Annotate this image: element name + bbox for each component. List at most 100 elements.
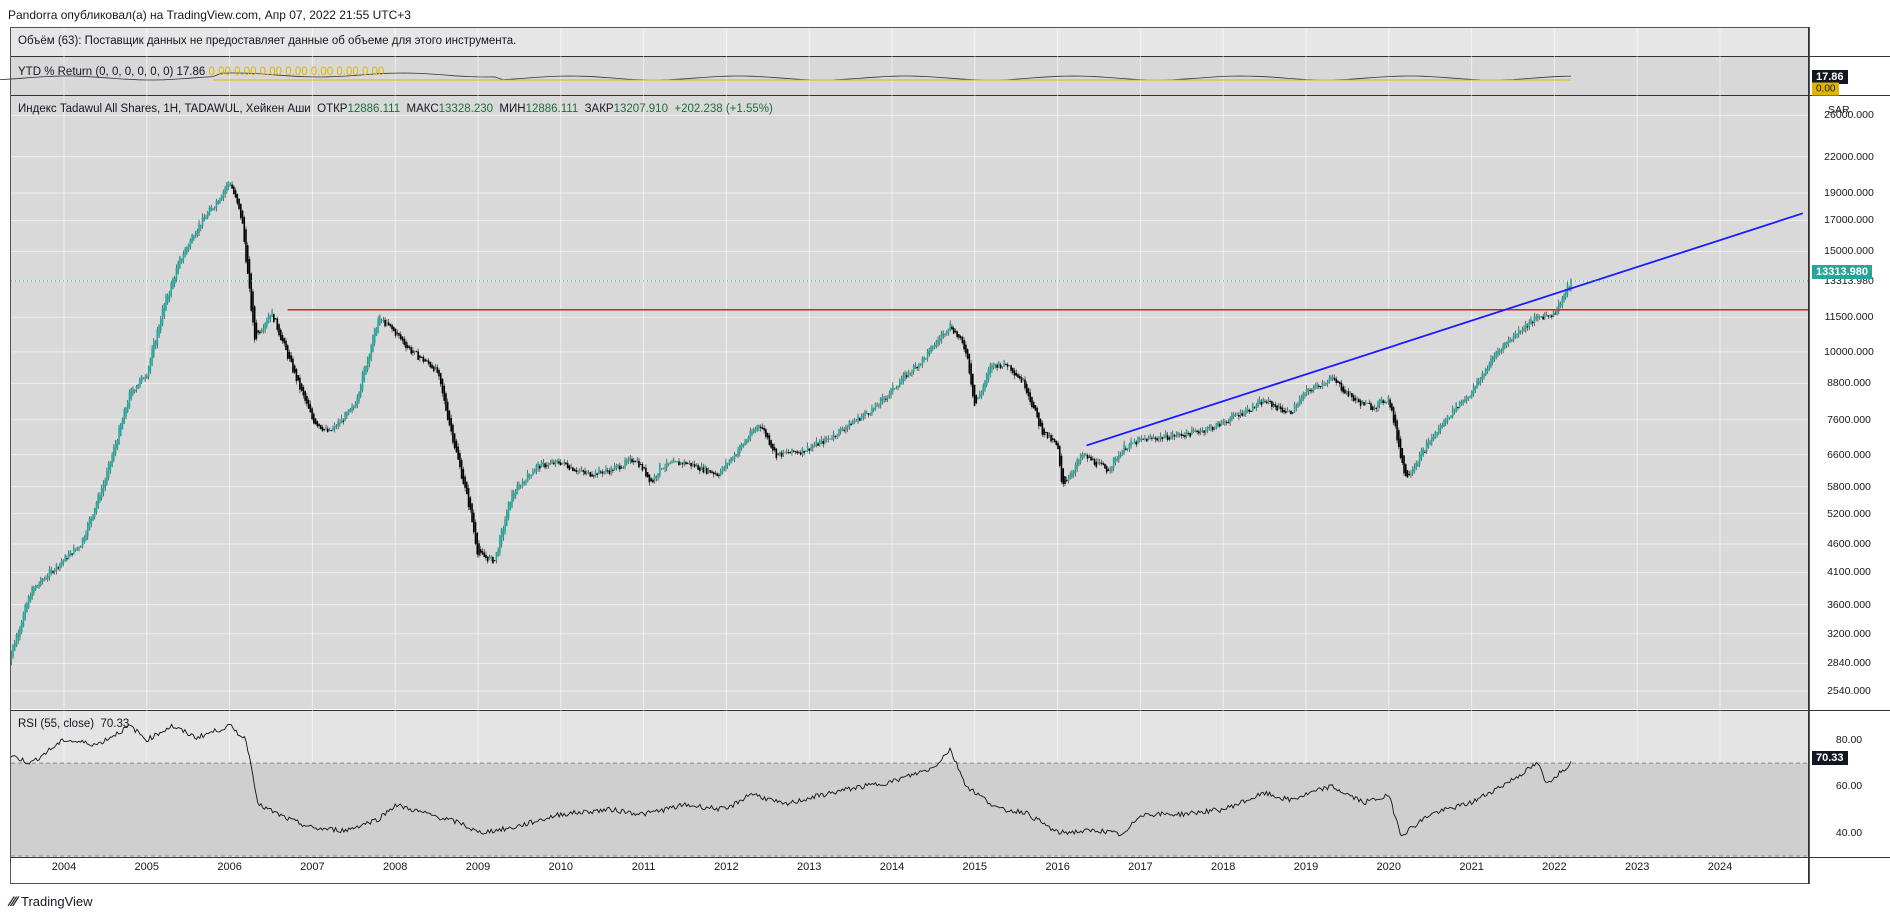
candle-body <box>1090 456 1092 461</box>
candle-body <box>1552 310 1555 317</box>
candle-body <box>386 321 388 324</box>
candle-body <box>1337 380 1339 383</box>
candle-body <box>758 425 760 428</box>
candle-body <box>1524 323 1527 330</box>
candle-body <box>507 502 510 518</box>
candle-body <box>1072 470 1075 475</box>
candle-body <box>893 388 896 390</box>
candle-body <box>1526 326 1529 328</box>
candle-body <box>1316 384 1318 387</box>
candle-body <box>146 375 148 378</box>
candle-body <box>732 458 734 460</box>
drawings[interactable] <box>11 212 1808 447</box>
candle-body <box>1067 478 1070 481</box>
candle-body <box>1415 462 1418 469</box>
candle-body <box>1083 454 1085 457</box>
price-axis[interactable]: 26000.000 22000.000 19000.000 17000.000 1500… <box>1808 0 1890 920</box>
candle-body <box>156 329 159 345</box>
candle-body <box>763 428 765 431</box>
candle-body <box>1079 454 1082 463</box>
candle-body <box>375 328 378 336</box>
candle-body <box>321 426 324 431</box>
candle-body <box>257 330 259 333</box>
candle-body <box>1359 400 1362 407</box>
candle-body <box>589 472 592 477</box>
candle-body <box>1196 430 1198 433</box>
candle-body <box>55 564 58 571</box>
candle-body <box>1486 368 1489 373</box>
candle-body <box>1246 407 1249 413</box>
candle-body <box>1005 363 1007 365</box>
candle-body <box>526 472 529 483</box>
candle-body <box>292 358 294 373</box>
candle-body <box>346 412 348 417</box>
candle-body <box>624 459 626 468</box>
candle-body <box>229 184 232 186</box>
candle-body <box>594 471 597 476</box>
ytd-line <box>0 72 1572 81</box>
candle-body <box>1361 400 1364 404</box>
candle-body <box>770 440 772 448</box>
candle-body <box>1118 454 1120 460</box>
candle-body <box>878 405 880 407</box>
candle-body <box>1427 440 1430 448</box>
candle-body <box>892 385 894 392</box>
change-value: +202.238 (+1.55%) <box>674 103 773 115</box>
candle-body <box>1062 468 1065 485</box>
candle-body <box>683 460 685 464</box>
candle-body <box>1387 397 1390 402</box>
candle-body <box>1291 412 1294 414</box>
candle-body <box>1516 333 1518 336</box>
candle-body <box>1542 316 1544 320</box>
candle-body <box>994 364 997 366</box>
tradingview-logo[interactable]: ⁄⁄∕ TradingView <box>10 893 93 909</box>
candle-body <box>1410 473 1412 475</box>
candle-body <box>1521 329 1524 332</box>
candle-body <box>627 458 630 462</box>
candle-body <box>690 462 692 467</box>
candle-body <box>59 563 61 568</box>
candle-body <box>888 393 891 398</box>
candle-body <box>227 182 230 188</box>
time-tick-label: 2024 <box>1707 861 1733 873</box>
candle-body <box>592 475 595 477</box>
candle-body <box>1225 421 1228 423</box>
candle-body <box>1107 469 1110 471</box>
candle-body <box>551 461 553 464</box>
candle-body <box>1474 386 1477 391</box>
candle-body <box>1264 401 1266 403</box>
candle-body <box>12 644 14 657</box>
candle-body <box>413 350 416 352</box>
candle-body <box>469 497 472 510</box>
time-tick-label: 2012 <box>714 861 739 873</box>
candle-body <box>897 386 899 388</box>
candle-body <box>671 462 673 464</box>
candle-body <box>1126 448 1129 450</box>
candle-body <box>1559 304 1562 307</box>
candle-body <box>344 412 346 421</box>
candle-body <box>231 184 233 189</box>
candle-body <box>78 547 80 549</box>
candle-body <box>217 201 219 205</box>
candle-body <box>1138 438 1141 441</box>
candle-body <box>1295 406 1298 409</box>
candle-body <box>573 469 576 472</box>
candle-body <box>1191 429 1193 435</box>
candle-body <box>1272 404 1275 406</box>
candle-body <box>652 479 654 483</box>
candle-body <box>1025 383 1028 394</box>
symbol-title[interactable]: Индекс Tadawul All Shares, 1Н, TADAWUL, … <box>18 103 311 115</box>
candle-body <box>596 473 599 476</box>
candle-body <box>700 465 703 470</box>
candle-body <box>438 369 440 377</box>
candle-body <box>377 318 379 333</box>
candle-body <box>133 389 136 392</box>
candle-body <box>885 398 887 400</box>
candle-body <box>1081 454 1084 459</box>
candle-body <box>316 421 319 427</box>
candle-body <box>1260 401 1263 406</box>
low-value: 12886.111 <box>525 103 579 115</box>
candle-body <box>615 465 618 469</box>
candle-body <box>813 444 816 447</box>
